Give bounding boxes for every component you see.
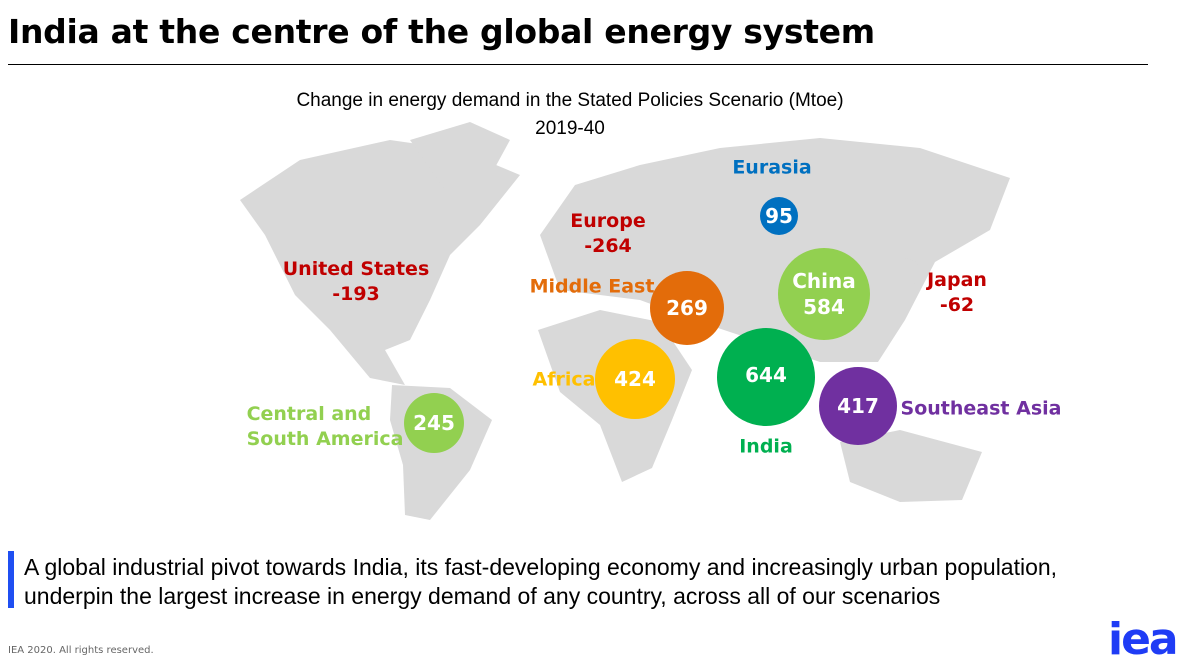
bubble-china: China 584 [778,248,870,340]
label-japan: Japan -62 [927,268,987,318]
note-accent-bar [8,551,14,608]
bubble-value: 644 [745,363,787,387]
key-message-line2: underpin the largest increase in energy … [24,583,941,609]
label-europe: Europe -264 [570,209,645,259]
key-message: A global industrial pivot towards India,… [24,553,1057,611]
chart-subtitle: 2019-40 [535,118,605,139]
label-united-states: United States -193 [283,257,430,307]
region-name: United States [282,258,430,280]
greenland-shape [410,122,510,195]
world-map [240,122,1010,520]
bubble-eurasia: 95 [760,197,798,235]
north-america-shape [240,140,520,385]
japan-shape [900,258,918,305]
label-central-south-america: Central and South America [247,402,404,452]
bubble-value: 584 [803,295,845,319]
key-message-line1: A global industrial pivot towards India,… [24,554,1058,580]
slide-title: India at the centre of the global energy… [8,12,875,51]
label-india: India [739,435,793,458]
bubble-southeast-asia: 417 [819,367,897,445]
label-southeast-asia: Southeast Asia [900,397,1062,420]
bubble-name: China [792,269,856,293]
bubble-india: 644 [717,328,815,426]
chart-title: Change in energy demand in the Stated Po… [296,90,844,111]
region-value: -264 [584,235,632,257]
bubble-central-south-america: 245 [404,393,464,453]
bubble-africa: 424 [595,339,675,419]
region-value: -62 [939,294,975,316]
bubble-value: 269 [666,296,708,320]
region-name: Europe [570,210,646,232]
bubble-value: 417 [837,394,879,418]
bubble-value: 95 [765,204,793,228]
label-eurasia: Eurasia [732,156,812,179]
australia-shape [840,430,982,502]
region-value: -193 [332,283,380,305]
region-name-line1: Central and [246,403,372,425]
bubble-value: 245 [413,411,455,435]
label-middle-east: Middle East [529,275,655,298]
region-name-line2: South America [246,428,404,450]
iea-logo: iea [1108,614,1179,665]
label-africa: Africa [532,368,596,391]
region-name: Japan [927,269,987,291]
bubble-middle-east: 269 [650,271,724,345]
bubble-value: 424 [614,367,656,391]
copyright: IEA 2020. All rights reserved. [8,645,154,656]
title-divider [8,64,1148,65]
